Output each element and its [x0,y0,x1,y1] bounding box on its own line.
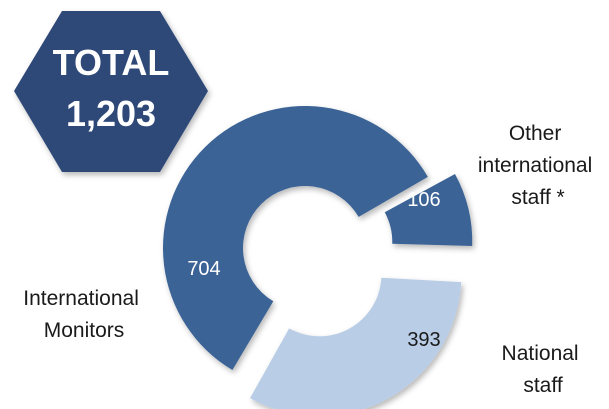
total-label: TOTAL [53,42,170,83]
category-label-line: Other [509,122,562,145]
slice-national-staff [250,277,462,409]
category-label-line: International [23,287,139,310]
category-label-line: international [478,154,592,177]
value-label-national-staff: 393 [407,329,440,351]
slice-international-monitors [162,106,428,371]
category-label-national-staff: National staff [502,342,585,397]
value-label-other-international-staff: 106 [407,189,440,211]
total-badge-hexagon [14,11,208,172]
value-label-international-monitors: 704 [187,258,220,280]
category-label-other-international-staff: Other international staff * [478,122,598,209]
total-value: 1,203 [66,93,156,134]
category-label-line: National [502,342,579,365]
slice-other-international-staff [384,174,473,247]
category-label-international-monitors: International Monitors [23,287,144,342]
category-label-line: staff * [511,186,564,209]
category-label-line: staff [523,374,562,397]
donut-slices [162,106,473,409]
category-label-line: Monitors [44,319,125,342]
total-badge: TOTAL 1,203 [14,11,208,172]
